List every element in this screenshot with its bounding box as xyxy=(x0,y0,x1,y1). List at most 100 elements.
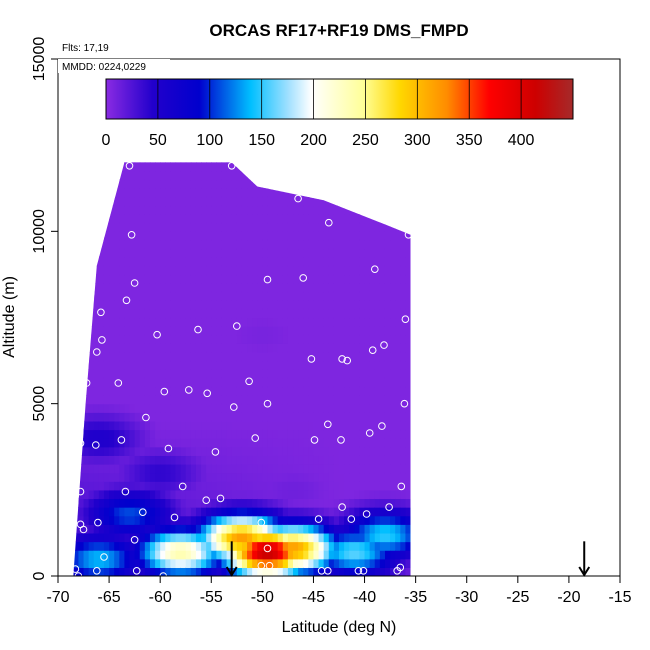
heatmap-cell xyxy=(247,532,253,543)
heatmap-cell xyxy=(109,308,115,319)
heatmap-cell xyxy=(160,317,166,327)
heatmap-cell xyxy=(359,326,366,336)
heatmap-cell xyxy=(231,317,238,327)
heatmap-cell xyxy=(277,463,284,474)
heatmap-cell xyxy=(144,205,151,215)
heatmap-cell xyxy=(247,360,253,370)
heatmap-cell xyxy=(374,283,381,293)
heatmap-cell xyxy=(119,395,126,405)
heatmap-cell xyxy=(318,463,325,474)
heatmap-cell xyxy=(308,257,315,267)
heatmap-cell xyxy=(333,326,340,336)
heatmap-cell xyxy=(257,472,263,482)
heatmap-cell xyxy=(400,420,407,431)
heatmap-cell xyxy=(277,420,284,431)
heatmap-cell xyxy=(252,179,258,189)
heatmap-cell xyxy=(201,515,207,525)
heatmap-cell xyxy=(339,265,345,276)
heatmap-cell xyxy=(272,489,279,500)
heatmap-cell xyxy=(175,239,182,250)
heatmap-cell xyxy=(78,162,85,163)
heatmap-cell xyxy=(303,558,309,568)
heatmap-cell xyxy=(267,446,274,456)
heatmap-cell xyxy=(395,369,401,379)
heatmap-cell xyxy=(272,334,279,344)
heatmap-cell xyxy=(252,472,258,482)
heatmap-cell xyxy=(262,257,269,267)
heatmap-cell xyxy=(318,550,325,560)
heatmap-cell xyxy=(364,291,371,301)
heatmap-cell xyxy=(272,507,279,517)
heatmap-cell xyxy=(73,274,80,284)
heatmap-cell xyxy=(226,558,233,568)
heatmap-cell xyxy=(333,291,340,301)
heatmap-cell xyxy=(155,455,161,465)
heatmap-cell xyxy=(144,308,151,319)
heatmap-cell xyxy=(241,274,248,284)
heatmap-cell xyxy=(83,326,90,336)
heatmap-cell xyxy=(180,524,187,534)
heatmap-cell xyxy=(308,386,315,396)
heatmap-cell xyxy=(405,446,411,456)
heatmap-cell xyxy=(180,515,187,525)
heatmap-cell xyxy=(349,248,355,258)
heatmap-cell xyxy=(98,369,105,379)
heatmap-cell xyxy=(293,567,299,576)
heatmap-cell xyxy=(369,326,376,336)
heatmap-cell xyxy=(226,498,233,508)
heatmap-cell xyxy=(364,162,371,163)
heatmap-cell xyxy=(216,498,223,508)
heatmap-cell xyxy=(313,265,320,276)
heatmap-cell xyxy=(308,317,315,327)
heatmap-cell xyxy=(369,265,376,276)
heatmap-cell xyxy=(308,326,315,336)
heatmap-cell xyxy=(139,507,146,517)
heatmap-cell xyxy=(98,188,105,198)
observation-point xyxy=(396,563,405,572)
heatmap-cell xyxy=(303,498,309,508)
heatmap-cell xyxy=(293,438,299,448)
heatmap-cell xyxy=(98,507,105,517)
heatmap-cell xyxy=(73,377,80,388)
heatmap-cell xyxy=(374,351,381,362)
heatmap-cell xyxy=(103,498,110,508)
heatmap-cell xyxy=(282,300,289,310)
heatmap-cell xyxy=(201,360,207,370)
observation-point xyxy=(397,482,406,491)
observation-point xyxy=(117,436,126,444)
heatmap-cell xyxy=(124,351,131,362)
heatmap-cell xyxy=(98,283,105,293)
heatmap-cell xyxy=(119,429,126,439)
heatmap-cell xyxy=(216,541,223,551)
heatmap-cell xyxy=(124,472,131,482)
heatmap-cell xyxy=(149,214,156,224)
heatmap-cell xyxy=(98,231,105,241)
heatmap-cell xyxy=(149,239,156,250)
heatmap-cell xyxy=(119,403,126,413)
heatmap-cell xyxy=(165,317,171,327)
heatmap-cell xyxy=(103,171,110,181)
heatmap-cell xyxy=(313,541,320,551)
heatmap-cell xyxy=(170,334,177,344)
heatmap-cell xyxy=(272,188,279,198)
heatmap-cell xyxy=(308,558,315,568)
heatmap-cell xyxy=(180,481,187,491)
heatmap-cell xyxy=(313,248,320,258)
heatmap-cell xyxy=(298,386,304,396)
heatmap-cell xyxy=(349,308,355,319)
observation-point xyxy=(337,436,345,444)
heatmap-cell xyxy=(134,222,141,232)
heatmap-cell xyxy=(201,214,207,224)
heatmap-cell xyxy=(364,455,371,465)
heatmap-cell xyxy=(390,550,396,560)
heatmap-cell xyxy=(379,472,386,482)
heatmap-cell xyxy=(277,351,284,362)
heatmap-cell xyxy=(160,498,166,508)
heatmap-cell xyxy=(216,489,223,500)
heatmap-cell xyxy=(252,446,258,456)
heatmap-cell xyxy=(405,550,411,560)
heatmap-cell xyxy=(134,283,141,293)
heatmap-cell xyxy=(354,420,361,431)
heatmap-cell xyxy=(139,472,146,482)
heatmap-cell xyxy=(400,395,407,405)
